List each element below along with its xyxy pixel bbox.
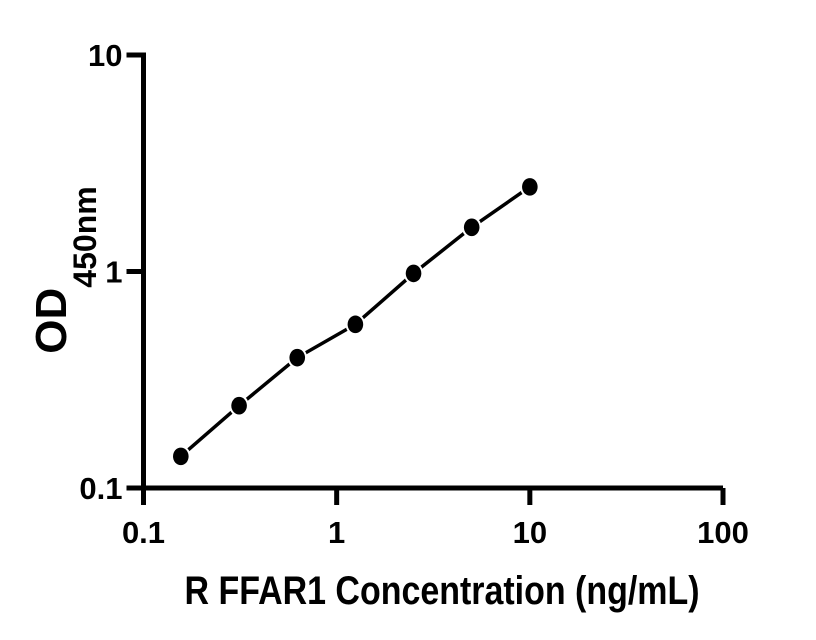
axes-layer <box>141 52 723 491</box>
plot-layer <box>171 176 540 468</box>
data-point <box>405 264 422 283</box>
data-point <box>463 218 480 237</box>
y-tick-label: 0.1 <box>79 471 122 506</box>
data-point <box>522 178 538 196</box>
x-tick-label: 1 <box>328 515 345 550</box>
ticks-layer <box>126 52 726 505</box>
x-tick-label: 100 <box>697 515 749 550</box>
data-point <box>347 315 364 334</box>
y-axis-title-prefix: OD <box>27 288 76 354</box>
x-axis-title: R FFAR1 Concentration (ng/mL) <box>185 569 700 613</box>
data-point <box>289 348 306 367</box>
y-axis-title: OD450nm <box>27 186 103 353</box>
x-tick-label: 0.1 <box>122 515 165 550</box>
data-point <box>173 447 189 466</box>
data-point <box>231 396 247 415</box>
tick-labels-layer: 10 1 0.10.1 1 10 100 <box>79 38 748 550</box>
y-tick-label: 10 <box>88 38 122 73</box>
x-tick-label: 10 <box>513 515 547 550</box>
y-axis-title-subscript: 450nm <box>67 186 103 287</box>
y-tick-label: 1 <box>105 255 122 290</box>
